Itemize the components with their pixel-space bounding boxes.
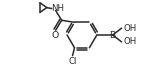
Text: B: B (109, 31, 116, 40)
Text: OH: OH (124, 37, 137, 46)
Text: NH: NH (51, 4, 64, 13)
Text: Cl: Cl (68, 57, 77, 66)
Text: OH: OH (124, 24, 137, 33)
Text: O: O (51, 31, 58, 40)
